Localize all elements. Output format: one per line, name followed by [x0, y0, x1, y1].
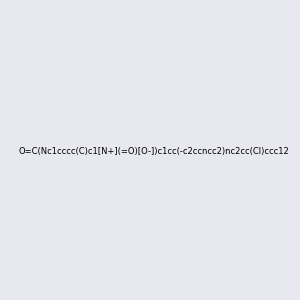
Text: O=C(Nc1cccc(C)c1[N+](=O)[O-])c1cc(-c2ccncc2)nc2cc(Cl)ccc12: O=C(Nc1cccc(C)c1[N+](=O)[O-])c1cc(-c2ccn… — [18, 147, 289, 156]
